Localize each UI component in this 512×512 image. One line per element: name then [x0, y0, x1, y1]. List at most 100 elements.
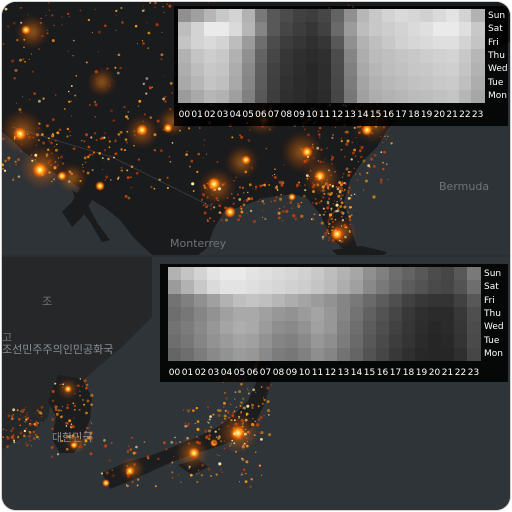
heatmap-cell — [467, 320, 481, 335]
heatmap-cell — [233, 307, 247, 322]
heatmap-cell — [178, 89, 192, 104]
heatmap-cell — [407, 22, 421, 37]
heatmap-cell — [292, 62, 306, 77]
heatmap-cell — [254, 49, 268, 64]
light-dots — [2, 355, 272, 489]
place-label-bermuda: Bermuda — [439, 180, 490, 193]
heatmap-cell — [220, 280, 234, 295]
heatmap-cell — [298, 280, 312, 295]
heatmap-cell — [441, 320, 455, 335]
heatmap-cell — [356, 35, 370, 50]
heatmap-cell — [311, 307, 325, 322]
place-label-monterrey: Monterrey — [170, 237, 227, 250]
heatmap-cell — [267, 22, 281, 37]
heatmap-grid — [168, 267, 481, 362]
heatmap-cell — [190, 22, 204, 37]
heatmap-hour-label: 06 — [246, 368, 259, 378]
heatmap-cell — [415, 293, 429, 308]
heatmap-cell — [220, 267, 234, 281]
heatmap-cell — [415, 347, 429, 362]
heatmap-cell — [178, 22, 192, 37]
heatmap-cell — [363, 334, 377, 349]
heatmap-cell — [220, 307, 234, 322]
heatmap-cell — [407, 76, 421, 91]
heatmap-cell — [363, 347, 377, 362]
heatmap-hour-label: 00 — [178, 110, 191, 120]
heatmap-cell — [407, 49, 421, 64]
heatmap-cell — [389, 293, 403, 308]
heatmap-cell — [203, 22, 217, 37]
heatmap-cell — [402, 347, 416, 362]
heatmap-cell — [272, 293, 286, 308]
heatmap-cell — [415, 267, 429, 281]
heatmap-cell — [331, 62, 345, 77]
heatmap-cell — [420, 76, 434, 91]
heatmap-cell — [369, 35, 383, 50]
heatmap-hour-label: 02 — [204, 110, 216, 120]
heatmap-cell — [292, 35, 306, 50]
heatmap-cell — [280, 62, 294, 77]
heatmap-cell — [369, 9, 383, 23]
heatmap-cell — [194, 307, 208, 322]
heatmap-cell — [181, 320, 195, 335]
heatmap-day-label: Sun — [488, 10, 506, 21]
heatmap-cell — [168, 334, 182, 349]
heatmap-cell — [324, 347, 338, 362]
heatmap-cell — [382, 49, 396, 64]
heatmap-day-label: Mon — [484, 349, 503, 360]
heatmap-cell — [389, 347, 403, 362]
heatmap-cell — [454, 334, 468, 349]
heatmap-hour-label: 13 — [337, 368, 350, 378]
heatmap-cell — [458, 89, 472, 104]
heatmap-cell — [343, 62, 357, 77]
heatmap-cell — [337, 280, 351, 295]
heatmap-cell — [190, 62, 204, 77]
heatmap-hour-label: 18 — [402, 368, 415, 378]
heatmap-hour-label: 14 — [350, 368, 363, 378]
heatmap-cell — [203, 62, 217, 77]
heatmap-cell — [259, 334, 273, 349]
heatmap-cell — [389, 320, 403, 335]
heatmap-cell — [331, 49, 345, 64]
heatmap-day-label: Wed — [488, 64, 508, 75]
heatmap-cell — [220, 334, 234, 349]
heatmap-hour-label: 01 — [191, 110, 203, 120]
heatmap-cell — [454, 280, 468, 295]
heatmap-cell — [343, 22, 357, 37]
heatmap-cell — [285, 267, 299, 281]
heatmap-cell — [178, 76, 192, 91]
heatmap-cell — [350, 267, 364, 281]
heatmap-cell — [467, 267, 481, 281]
heatmap-cell — [445, 35, 459, 50]
heatmap-cell — [402, 334, 416, 349]
heatmap-cell — [445, 76, 459, 91]
heatmap-hour-label: 02 — [194, 368, 207, 378]
heatmap-cell — [181, 347, 195, 362]
heatmap-cell — [394, 22, 408, 37]
heatmap-cell — [376, 320, 390, 335]
heatmap-cell — [292, 89, 306, 104]
heatmap-cell — [168, 307, 182, 322]
heatmap-hour-label: 08 — [280, 110, 293, 120]
heatmap-cell — [350, 320, 364, 335]
heatmap-cell — [229, 49, 243, 64]
heatmap-hour-label: 20 — [428, 368, 441, 378]
heatmap-cell — [420, 9, 434, 23]
heatmap-cell — [285, 293, 299, 308]
heatmap-cell — [433, 22, 447, 37]
heatmap-cell — [181, 334, 195, 349]
heatmap-cell — [216, 62, 230, 77]
korean-peninsula — [48, 375, 92, 453]
heatmap-cell — [216, 76, 230, 91]
place-label-north-korea-small: 조 — [42, 295, 53, 308]
heatmap-cell — [207, 307, 221, 322]
heatmap-cell — [305, 49, 319, 64]
heatmap-cell — [259, 347, 273, 362]
heatmap-day-label: Tue — [488, 77, 504, 88]
heatmap-cell — [241, 35, 255, 50]
heatmap-cell — [207, 280, 221, 295]
heatmap-cell — [272, 280, 286, 295]
heatmap-cell — [420, 89, 434, 104]
heatmap-cell — [233, 267, 247, 281]
heatmap-cell — [415, 280, 429, 295]
